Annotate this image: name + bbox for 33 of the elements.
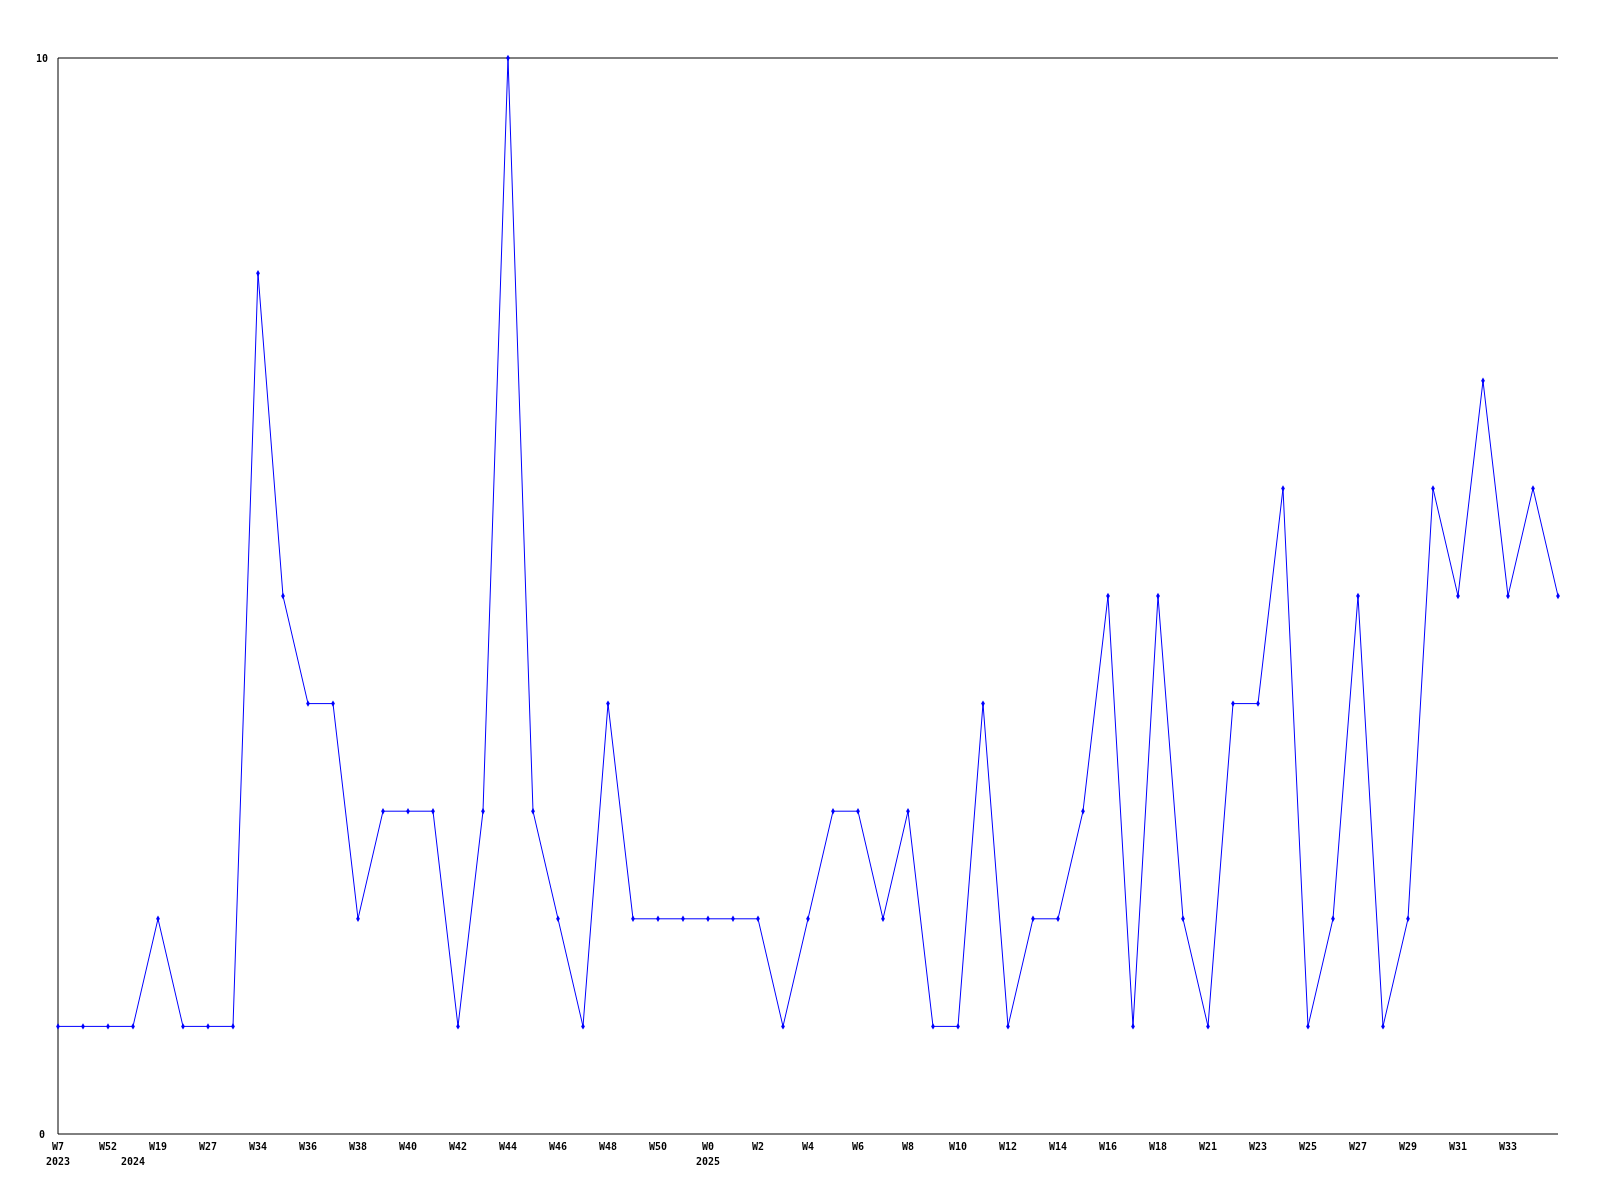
x-tick-label: W2 [751, 1141, 765, 1152]
x-tick-label: W38 [348, 1141, 368, 1152]
x-tick-label: W23 [1248, 1141, 1268, 1152]
x-tick-label: W50 [648, 1141, 668, 1152]
x-tick-label: W7 2023 [45, 1141, 71, 1167]
x-tick-label: W16 [1098, 1141, 1118, 1152]
x-tick-label: W14 [1048, 1141, 1068, 1152]
x-tick-label: W46 [548, 1141, 568, 1152]
y-tick-label: 0 [38, 1128, 46, 1140]
x-tick-label: W12 [998, 1141, 1018, 1152]
x-tick-label: W10 [948, 1141, 968, 1152]
x-tick-label: W44 [498, 1141, 518, 1152]
x-tick-label: W52 [98, 1141, 118, 1152]
x-tick-label: W25 [1298, 1141, 1318, 1152]
x-tick-label: W40 [398, 1141, 418, 1152]
x-tick-label: W27 [1348, 1141, 1368, 1152]
x-tick-label: W36 [298, 1141, 318, 1152]
x-tick-label: W42 [448, 1141, 468, 1152]
x-tick-label: 2024 [120, 1156, 146, 1167]
y-tick-label: 10 [35, 52, 49, 64]
x-tick-label: W34 [248, 1141, 268, 1152]
x-tick-label: W18 [1148, 1141, 1168, 1152]
x-tick-label: W27 [198, 1141, 218, 1152]
x-tick-label: W0 2025 [695, 1141, 721, 1167]
x-tick-label: W31 [1448, 1141, 1468, 1152]
x-tick-label: W4 [801, 1141, 815, 1152]
x-tick-label: W21 [1198, 1141, 1218, 1152]
x-tick-label: W6 [851, 1141, 865, 1152]
x-tick-label: W33 [1498, 1141, 1518, 1152]
x-tick-label: W29 [1398, 1141, 1418, 1152]
x-tick-label: W8 [901, 1141, 915, 1152]
x-tick-label: W19 [148, 1141, 168, 1152]
x-tick-label: W48 [598, 1141, 618, 1152]
